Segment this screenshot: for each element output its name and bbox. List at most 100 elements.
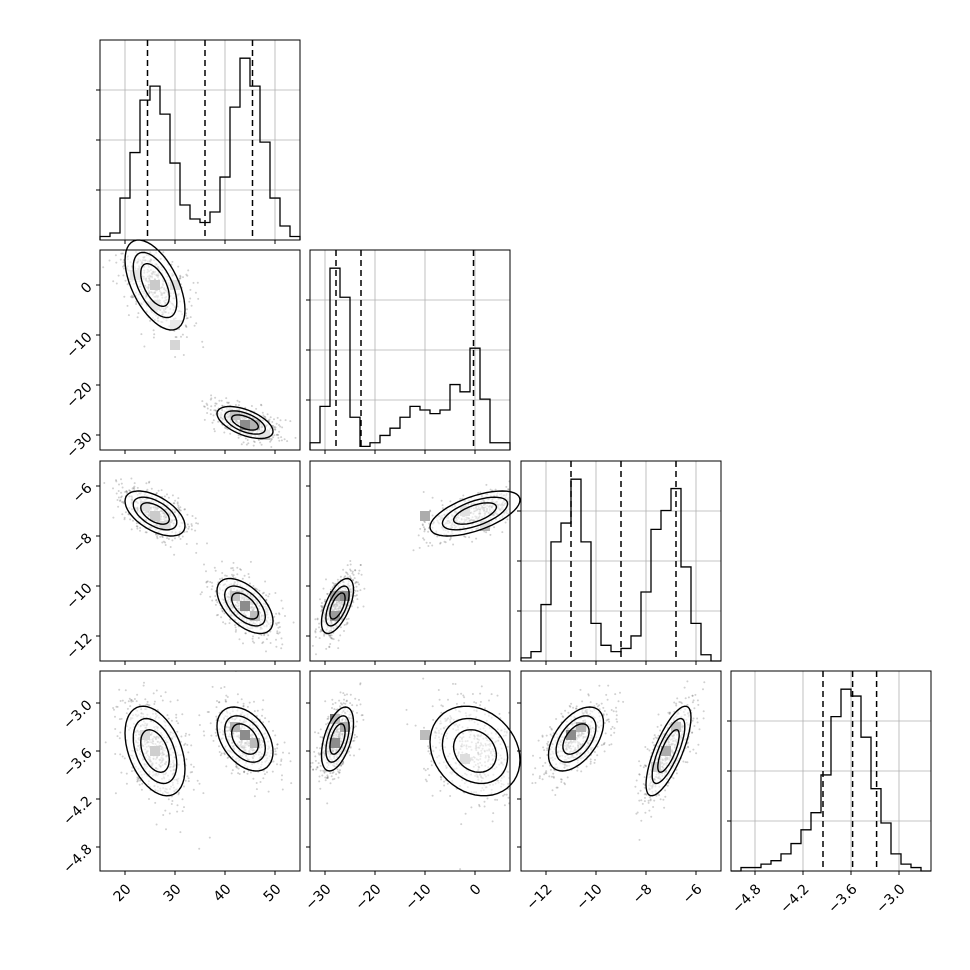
sample-point [209, 581, 212, 583]
sample-point [278, 613, 281, 616]
sample-point [203, 405, 206, 408]
sample-point [494, 488, 497, 491]
sample-point [125, 490, 128, 493]
sample-point [503, 793, 506, 796]
sample-point [195, 522, 198, 525]
sample-point [129, 295, 132, 298]
sample-point [431, 496, 434, 499]
sample-point [342, 568, 345, 571]
sample-point [265, 599, 268, 602]
sample-point [205, 580, 208, 583]
sample-point [112, 280, 115, 283]
sample-point [171, 539, 174, 542]
sample-point [173, 553, 176, 556]
sample-point [340, 702, 342, 705]
sample-point [359, 564, 362, 566]
contour-line-1-1 [223, 410, 267, 435]
sample-point [220, 752, 223, 755]
sample-point [331, 586, 334, 589]
sample-point [107, 663, 109, 665]
sample-point [317, 762, 320, 765]
sample-point [221, 577, 224, 580]
sample-point [339, 575, 342, 578]
sample-point [168, 812, 171, 815]
sample-point [427, 545, 430, 547]
sample-point [239, 568, 242, 571]
sample-point [283, 438, 286, 441]
sample-point [262, 641, 265, 644]
sample-point [203, 405, 205, 408]
sample-point [228, 622, 231, 625]
sample-point [136, 486, 139, 489]
sample-point [273, 428, 276, 431]
panel-frame [99, 249, 301, 451]
sample-point [170, 795, 173, 798]
sample-point [311, 644, 314, 647]
sample-point [177, 506, 180, 509]
sample-point [274, 426, 277, 429]
sample-point [488, 699, 490, 702]
sample-point [452, 543, 455, 546]
sample-point [507, 796, 510, 799]
sample-point [125, 772, 128, 775]
sample-point [208, 836, 211, 839]
sample-point [199, 593, 202, 596]
sample-point [115, 480, 118, 483]
sample-point [130, 528, 133, 531]
sample-point [294, 436, 297, 439]
sample-point [154, 801, 157, 804]
sample-point [501, 531, 504, 534]
sample-point [324, 779, 327, 782]
sample-point [363, 587, 366, 590]
sample-point [146, 703, 148, 706]
sample-point [118, 483, 120, 486]
sample-point [276, 632, 279, 635]
sample-point [259, 441, 262, 444]
sample-point [247, 442, 250, 445]
sample-point [329, 634, 332, 637]
sample-point [152, 336, 155, 339]
sample-point [121, 755, 124, 758]
panel-frame [99, 460, 301, 662]
sample-point [506, 518, 509, 521]
sample-point [271, 424, 274, 427]
sample-point [255, 587, 258, 590]
sample-point [268, 593, 271, 595]
sample-point [124, 689, 127, 692]
sample-point [255, 715, 258, 717]
sample-point [277, 434, 280, 436]
sample-point [273, 615, 276, 618]
sample-point [133, 485, 136, 488]
sample-point [127, 513, 130, 516]
sample-point [332, 638, 335, 641]
sample-point [321, 606, 324, 609]
sample-point [197, 297, 200, 300]
sample-point [468, 536, 471, 539]
sample-point [148, 798, 150, 800]
sample-point [215, 706, 218, 709]
sample-point [263, 633, 266, 636]
sample-point [122, 265, 124, 268]
panel-frame [520, 460, 722, 662]
histogram-panel-3 [727, 670, 932, 872]
sample-point [189, 288, 192, 291]
sample-point [262, 414, 265, 417]
sample-point [221, 572, 224, 574]
sample-point [343, 698, 345, 701]
sample-point [505, 485, 508, 488]
sample-point [187, 777, 190, 780]
sample-point [421, 523, 424, 526]
sample-point [346, 573, 349, 576]
sample-point [187, 780, 190, 783]
sample-point [423, 538, 426, 541]
sample-point [185, 314, 187, 317]
sample-point [145, 531, 148, 534]
sample-point [214, 731, 217, 734]
sample-point [489, 488, 492, 491]
sample-point [243, 770, 246, 773]
sample-point [249, 560, 252, 563]
sample-point [123, 516, 126, 519]
sample-point [205, 570, 207, 573]
contour-line-0-1 [132, 251, 178, 319]
sample-point [246, 705, 249, 708]
